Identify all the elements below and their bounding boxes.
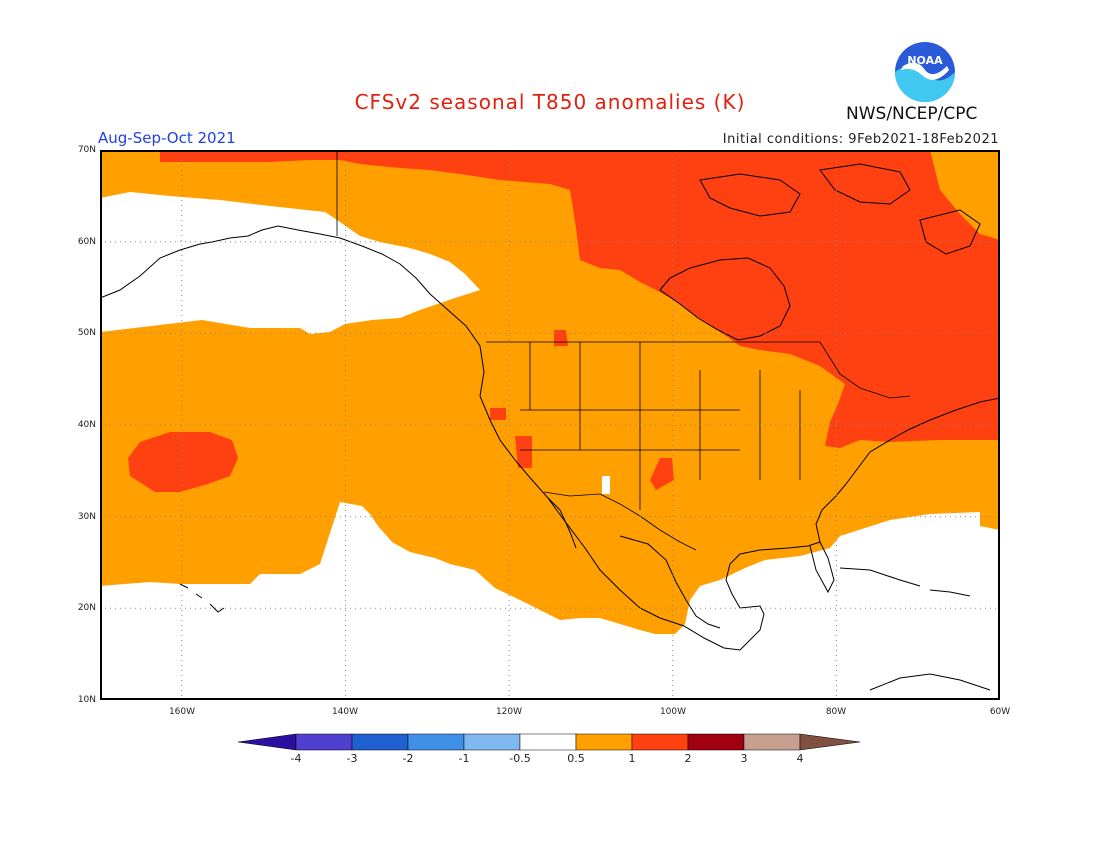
anomaly-map xyxy=(100,150,1000,700)
colorbar-seg-0 xyxy=(238,733,297,751)
colorbar-seg-1 xyxy=(295,733,353,751)
coastlines xyxy=(100,163,1000,691)
lon-label-80w: 80W xyxy=(825,707,847,717)
colorbar-seg-7 xyxy=(631,733,689,751)
colorbar-tick--3: -3 xyxy=(346,752,358,765)
colorbar-tick-2: 2 xyxy=(684,752,692,765)
map-title: CFSv2 seasonal T850 anomalies (K) xyxy=(354,90,746,114)
colorbar-tick-1: 1 xyxy=(628,752,636,765)
colorbar-tick--1: -1 xyxy=(458,752,470,765)
lat-label-40n: 40N xyxy=(77,420,96,430)
colorbar-tick--4: -4 xyxy=(290,752,302,765)
anomaly-region-1-2-canada xyxy=(160,150,1000,448)
lat-label-50n: 50N xyxy=(77,328,96,338)
colorbar-tick--2: -2 xyxy=(402,752,414,765)
initial-conditions-label: Initial conditions: 9Feb2021-18Feb2021 xyxy=(722,132,999,147)
anomaly-region-1-2-rockies xyxy=(554,330,568,346)
colorbar-seg-3 xyxy=(407,733,465,751)
colorbar-tick-0.5: 0.5 xyxy=(567,752,585,765)
lon-label-140w: 140W xyxy=(331,707,359,717)
colorbar-seg-2 xyxy=(351,733,409,751)
lon-label-60w: 60W xyxy=(989,707,1011,717)
colorbar-tick-4: 4 xyxy=(796,752,804,765)
anomaly-region-1-2-texas xyxy=(650,458,674,490)
agency-label: NWS/NCEP/CPC xyxy=(846,104,978,124)
lon-label-120w: 120W xyxy=(495,707,523,717)
no-anomaly-hawaii-gap xyxy=(602,476,610,494)
colorbar-seg-5 xyxy=(519,733,577,751)
colorbar-seg-8 xyxy=(687,733,745,751)
colorbar xyxy=(238,733,861,751)
map-frame xyxy=(100,150,1000,700)
lon-label-100w: 100W xyxy=(659,707,687,717)
noaa-logo: NOAA xyxy=(893,40,957,104)
graticule xyxy=(100,150,1000,700)
colorbar-seg-10 xyxy=(799,733,861,751)
anomaly-region-1-2-pacific xyxy=(128,432,238,492)
lat-label-70n: 70N xyxy=(77,145,96,155)
season-label: Aug-Sep-Oct 2021 xyxy=(98,129,236,147)
anomaly-region-1-2-greenland-edge xyxy=(930,150,1000,240)
colorbar-seg-9 xyxy=(743,733,801,751)
colorbar-seg-6 xyxy=(575,733,633,751)
colorbar-tick--0.5: -0.5 xyxy=(509,752,531,765)
noaa-logo-text: NOAA xyxy=(907,54,943,67)
lat-label-20n: 20N xyxy=(77,603,96,613)
lat-label-30n: 30N xyxy=(77,512,96,522)
anomaly-region-1-2-nevada xyxy=(490,408,532,468)
colorbar-seg-4 xyxy=(463,733,521,751)
lon-label-160w: 160W xyxy=(168,707,196,717)
lat-label-60n: 60N xyxy=(77,237,96,247)
no-anomaly-alaska-pacific xyxy=(100,192,480,334)
lat-label-10n: 10N xyxy=(77,695,96,705)
colorbar-tick-3: 3 xyxy=(740,752,748,765)
